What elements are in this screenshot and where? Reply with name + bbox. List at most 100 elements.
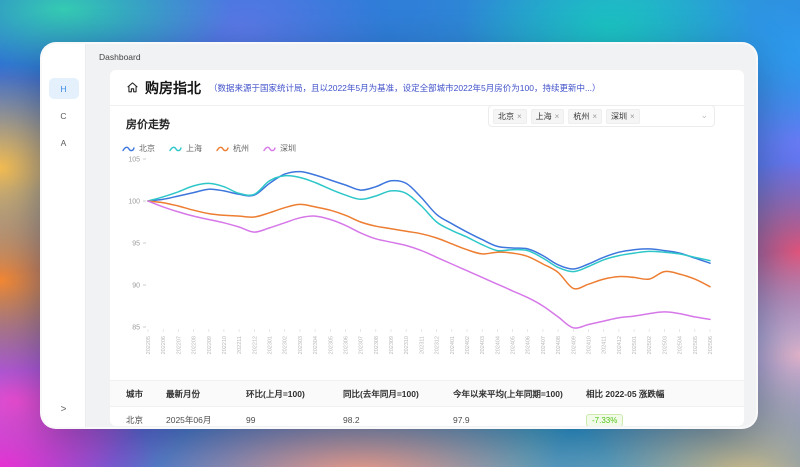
svg-text:202501: 202501 bbox=[632, 336, 638, 354]
city-tag[interactable]: 深圳 × bbox=[606, 108, 640, 124]
table-cell: 98.2 bbox=[343, 415, 360, 425]
chart-legend: 北京 上海 杭州 深圳 bbox=[122, 143, 296, 154]
svg-text:202404: 202404 bbox=[495, 336, 501, 354]
breadcrumb[interactable]: Dashboard bbox=[99, 52, 141, 62]
table-column-header: 环比(上月=100) bbox=[246, 388, 305, 399]
svg-text:202207: 202207 bbox=[176, 336, 182, 354]
legend-label: 上海 bbox=[186, 144, 202, 153]
svg-text:202410: 202410 bbox=[587, 336, 593, 354]
city-table: 城市 最新月份 环比(上月=100) 同比(去年同月=100) 今年以来平均(上年同期=… bbox=[110, 380, 744, 426]
page-title: 购房指北 bbox=[145, 79, 201, 96]
svg-text:202208: 202208 bbox=[192, 336, 198, 354]
legend-line-icon bbox=[216, 146, 229, 151]
svg-text:202303: 202303 bbox=[298, 336, 304, 354]
table-cell: 2025年06月 bbox=[166, 415, 212, 425]
legend-item[interactable]: 杭州 bbox=[216, 143, 249, 154]
svg-text:202411: 202411 bbox=[602, 336, 608, 354]
legend-item[interactable]: 上海 bbox=[169, 143, 202, 154]
svg-text:202310: 202310 bbox=[404, 336, 410, 354]
svg-text:202304: 202304 bbox=[313, 336, 319, 354]
table-column-header: 相比 2022-05 涨跌幅 bbox=[586, 388, 665, 399]
city-tag[interactable]: 杭州 × bbox=[568, 108, 603, 124]
section-title: 房价走势 bbox=[126, 119, 170, 131]
svg-text:202401: 202401 bbox=[450, 336, 456, 354]
svg-text:202209: 202209 bbox=[207, 336, 213, 354]
sidebar-item-h[interactable]: H bbox=[48, 78, 79, 99]
svg-text:202506: 202506 bbox=[708, 336, 714, 354]
table-cell: 97.9 bbox=[453, 415, 470, 425]
legend-label: 北京 bbox=[139, 144, 155, 153]
legend-item[interactable]: 北京 bbox=[122, 143, 155, 154]
city-select[interactable]: 北京 × 上海 × 杭州 × 深圳 × ⌄ bbox=[488, 105, 715, 127]
svg-text:202309: 202309 bbox=[389, 336, 395, 354]
change-badge: -7.33% bbox=[586, 413, 624, 426]
city-select-tags: 北京 × 上海 × 杭州 × 深圳 × bbox=[493, 108, 640, 124]
svg-text:202505: 202505 bbox=[693, 336, 699, 354]
city-tag-label: 杭州 bbox=[573, 111, 590, 121]
svg-text:202408: 202408 bbox=[556, 336, 562, 354]
legend-line-icon bbox=[122, 146, 135, 151]
card-header: 购房指北 （数据来源于国家统计局，且以2022年5月为基准，设定全部城市2022… bbox=[110, 70, 744, 106]
svg-text:202210: 202210 bbox=[222, 336, 228, 354]
table-cell: 99 bbox=[246, 415, 256, 425]
chevron-down-icon[interactable]: ⌄ bbox=[700, 110, 708, 120]
table-body: 北京 2025年06月 99 98.2 97.9 -7.33% bbox=[110, 407, 744, 426]
svg-text:202403: 202403 bbox=[480, 336, 486, 354]
city-tag-label: 上海 bbox=[535, 111, 552, 121]
svg-text:90: 90 bbox=[132, 283, 140, 290]
city-tag[interactable]: 上海 × bbox=[530, 108, 565, 124]
svg-text:105: 105 bbox=[128, 157, 140, 164]
svg-text:202308: 202308 bbox=[374, 336, 380, 354]
svg-text:202502: 202502 bbox=[647, 336, 653, 354]
svg-text:202312: 202312 bbox=[435, 336, 441, 354]
svg-text:202409: 202409 bbox=[571, 336, 577, 354]
sidebar-item-a[interactable]: A bbox=[60, 137, 67, 148]
svg-text:202205: 202205 bbox=[146, 336, 152, 354]
svg-text:202302: 202302 bbox=[283, 336, 289, 354]
svg-text:202407: 202407 bbox=[541, 336, 547, 354]
tag-remove-icon[interactable]: × bbox=[517, 111, 522, 121]
svg-text:85: 85 bbox=[132, 325, 140, 332]
page-annotation: （数据来源于国家统计局，且以2022年5月为基准，设定全部城市2022年5月房价… bbox=[209, 82, 601, 93]
svg-text:202503: 202503 bbox=[662, 336, 668, 354]
svg-text:202212: 202212 bbox=[252, 336, 258, 354]
tag-remove-icon[interactable]: × bbox=[592, 111, 598, 121]
table-cell: 北京 bbox=[126, 415, 144, 425]
legend-line-icon bbox=[263, 146, 276, 151]
svg-text:202306: 202306 bbox=[344, 336, 350, 354]
dashboard-card: 购房指北 （数据来源于国家统计局，且以2022年5月为基准，设定全部城市2022… bbox=[110, 70, 744, 426]
svg-text:100: 100 bbox=[128, 199, 140, 206]
legend-item[interactable]: 深圳 bbox=[263, 143, 296, 154]
home-icon bbox=[126, 81, 139, 94]
svg-text:202402: 202402 bbox=[465, 336, 471, 354]
svg-text:202206: 202206 bbox=[161, 336, 167, 354]
svg-text:202301: 202301 bbox=[268, 336, 274, 354]
svg-text:202406: 202406 bbox=[526, 336, 532, 354]
table-cell-change: -7.33% bbox=[586, 413, 744, 426]
city-tag-label: 北京 bbox=[498, 111, 514, 121]
table-column-header: 城市 bbox=[126, 388, 144, 399]
table-column-header: 今年以来平均(上年同期=100) bbox=[453, 388, 563, 399]
city-tag-label: 深圳 bbox=[611, 111, 628, 121]
table-column-header: 最新月份 bbox=[166, 388, 201, 399]
price-trend-chart: 85 90 95 100 105 202205 202206 202207 202208 2022… bbox=[128, 157, 714, 355]
svg-text:95: 95 bbox=[132, 241, 140, 248]
legend-label: 深圳 bbox=[280, 144, 296, 153]
legend-label: 杭州 bbox=[233, 144, 249, 153]
city-tag[interactable]: 北京 × bbox=[493, 108, 527, 124]
table-row: 北京 2025年06月 99 98.2 97.9 -7.33% bbox=[110, 407, 744, 426]
tag-remove-icon[interactable]: × bbox=[630, 111, 635, 121]
table-column-header: 同比(去年同月=100) bbox=[343, 388, 419, 399]
tag-remove-icon[interactable]: × bbox=[554, 111, 560, 121]
legend-line-icon bbox=[169, 146, 182, 151]
svg-text:202412: 202412 bbox=[617, 336, 623, 354]
table-header-row: 城市 最新月份 环比(上月=100) 同比(去年同月=100) 今年以来平均(上年同期=… bbox=[110, 381, 744, 407]
svg-text:202211: 202211 bbox=[237, 336, 243, 354]
svg-text:202307: 202307 bbox=[359, 336, 365, 354]
sidebar-item-c[interactable]: C bbox=[60, 110, 67, 121]
svg-text:202305: 202305 bbox=[328, 336, 334, 354]
sidebar-collapse-button[interactable]: > bbox=[60, 404, 67, 415]
